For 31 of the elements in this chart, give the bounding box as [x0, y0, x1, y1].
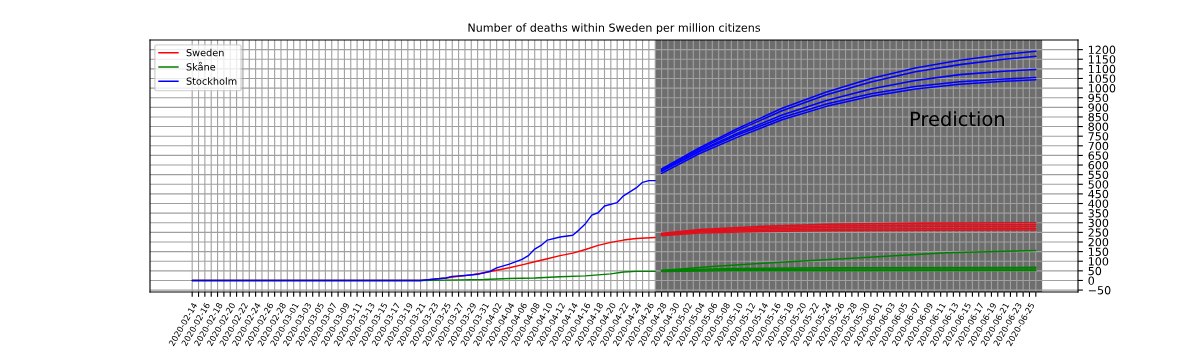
y-tick-label: 300	[1088, 218, 1109, 228]
y-tick-label: 400	[1088, 199, 1109, 208]
y-tick-label: 1050	[1088, 74, 1116, 83]
y-tick-label: 100	[1088, 257, 1109, 266]
y-tick-label: 50	[1088, 266, 1102, 276]
y-tick-label: 1150	[1088, 55, 1116, 64]
y-tick-label: 0	[1088, 276, 1095, 285]
y-tick-label: 950	[1088, 93, 1109, 103]
y-tick-label: 850	[1088, 112, 1109, 122]
y-tick-label: 1000	[1088, 84, 1116, 93]
y-tick-label: 1200	[1088, 45, 1116, 54]
y-tick-label: 250	[1088, 228, 1109, 237]
y-tick-label: 800	[1088, 122, 1109, 131]
band-label: Prediction	[910, 111, 1004, 127]
y-tick-label: 500	[1088, 180, 1109, 189]
y-tick-label: 650	[1088, 151, 1109, 160]
legend-label: Skåne	[186, 61, 216, 71]
legend-label: Sweden	[186, 48, 224, 57]
y-tick-label: 350	[1088, 209, 1109, 218]
y-tick-label: 150	[1088, 247, 1109, 256]
legend-label: Stockholm	[186, 77, 237, 85]
y-tick-label: 900	[1088, 103, 1109, 112]
y-tick-label: 450	[1088, 189, 1109, 199]
chart-title: Number of deaths within Sweden per million citizens	[468, 23, 761, 34]
y-tick-label: 1100	[1088, 64, 1116, 74]
y-tick-label: 750	[1088, 132, 1109, 141]
y-tick-label: 600	[1088, 161, 1109, 170]
y-tick-label: 700	[1088, 141, 1109, 151]
y-tick-label: 550	[1088, 170, 1109, 180]
y-tick-label: 200	[1088, 237, 1109, 247]
y-tick-label: −50	[1088, 286, 1111, 295]
